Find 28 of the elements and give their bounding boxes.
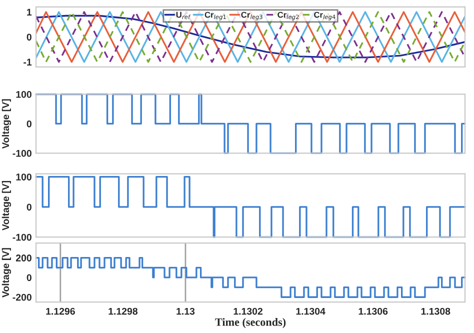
y-axis-title: Voltage [V] bbox=[2, 180, 12, 230]
legend-label: Cr$_{leg4}$ bbox=[314, 12, 336, 20]
x-tick-label: 1.1304 bbox=[296, 308, 326, 315]
x-tick-label: 1.1308 bbox=[421, 308, 450, 315]
y-tick-label: -100 bbox=[12, 234, 32, 241]
x-axis-title: Time (seconds) bbox=[215, 318, 286, 328]
y-tick-label: 0 bbox=[26, 120, 32, 128]
y-axis-title: Voltage [V] bbox=[2, 248, 12, 298]
y-tick-label: 100 bbox=[16, 90, 32, 98]
legend-label: Cr$_{leg2}$ bbox=[278, 12, 299, 20]
y-tick-label: 0 bbox=[26, 34, 32, 41]
y-tick-label: 0 bbox=[26, 274, 32, 282]
legend-label: U$_{ref}$ bbox=[176, 12, 191, 20]
y-tick-label: 1 bbox=[27, 8, 32, 16]
legend-label: Cr$_{leg1}$ bbox=[204, 12, 226, 20]
y-tick-label: 100 bbox=[16, 174, 32, 180]
y-tick-label: 200 bbox=[16, 254, 32, 262]
x-tick-label: 1.13 bbox=[176, 308, 195, 315]
y-tick-label: 0 bbox=[26, 204, 32, 211]
y-tick-label: -1 bbox=[24, 58, 32, 66]
y-tick-label: -100 bbox=[12, 150, 32, 157]
y-tick-label: -200 bbox=[12, 294, 32, 301]
y-axis-title: Voltage [V] bbox=[2, 99, 12, 149]
x-tick-label: 1.1298 bbox=[108, 308, 138, 315]
x-tick-label: 1.1296 bbox=[46, 308, 75, 315]
x-tick-label: 1.1302 bbox=[234, 308, 262, 315]
legend-label: Cr$_{leg3}$ bbox=[241, 12, 262, 20]
x-tick-label: 1.1306 bbox=[358, 308, 388, 315]
